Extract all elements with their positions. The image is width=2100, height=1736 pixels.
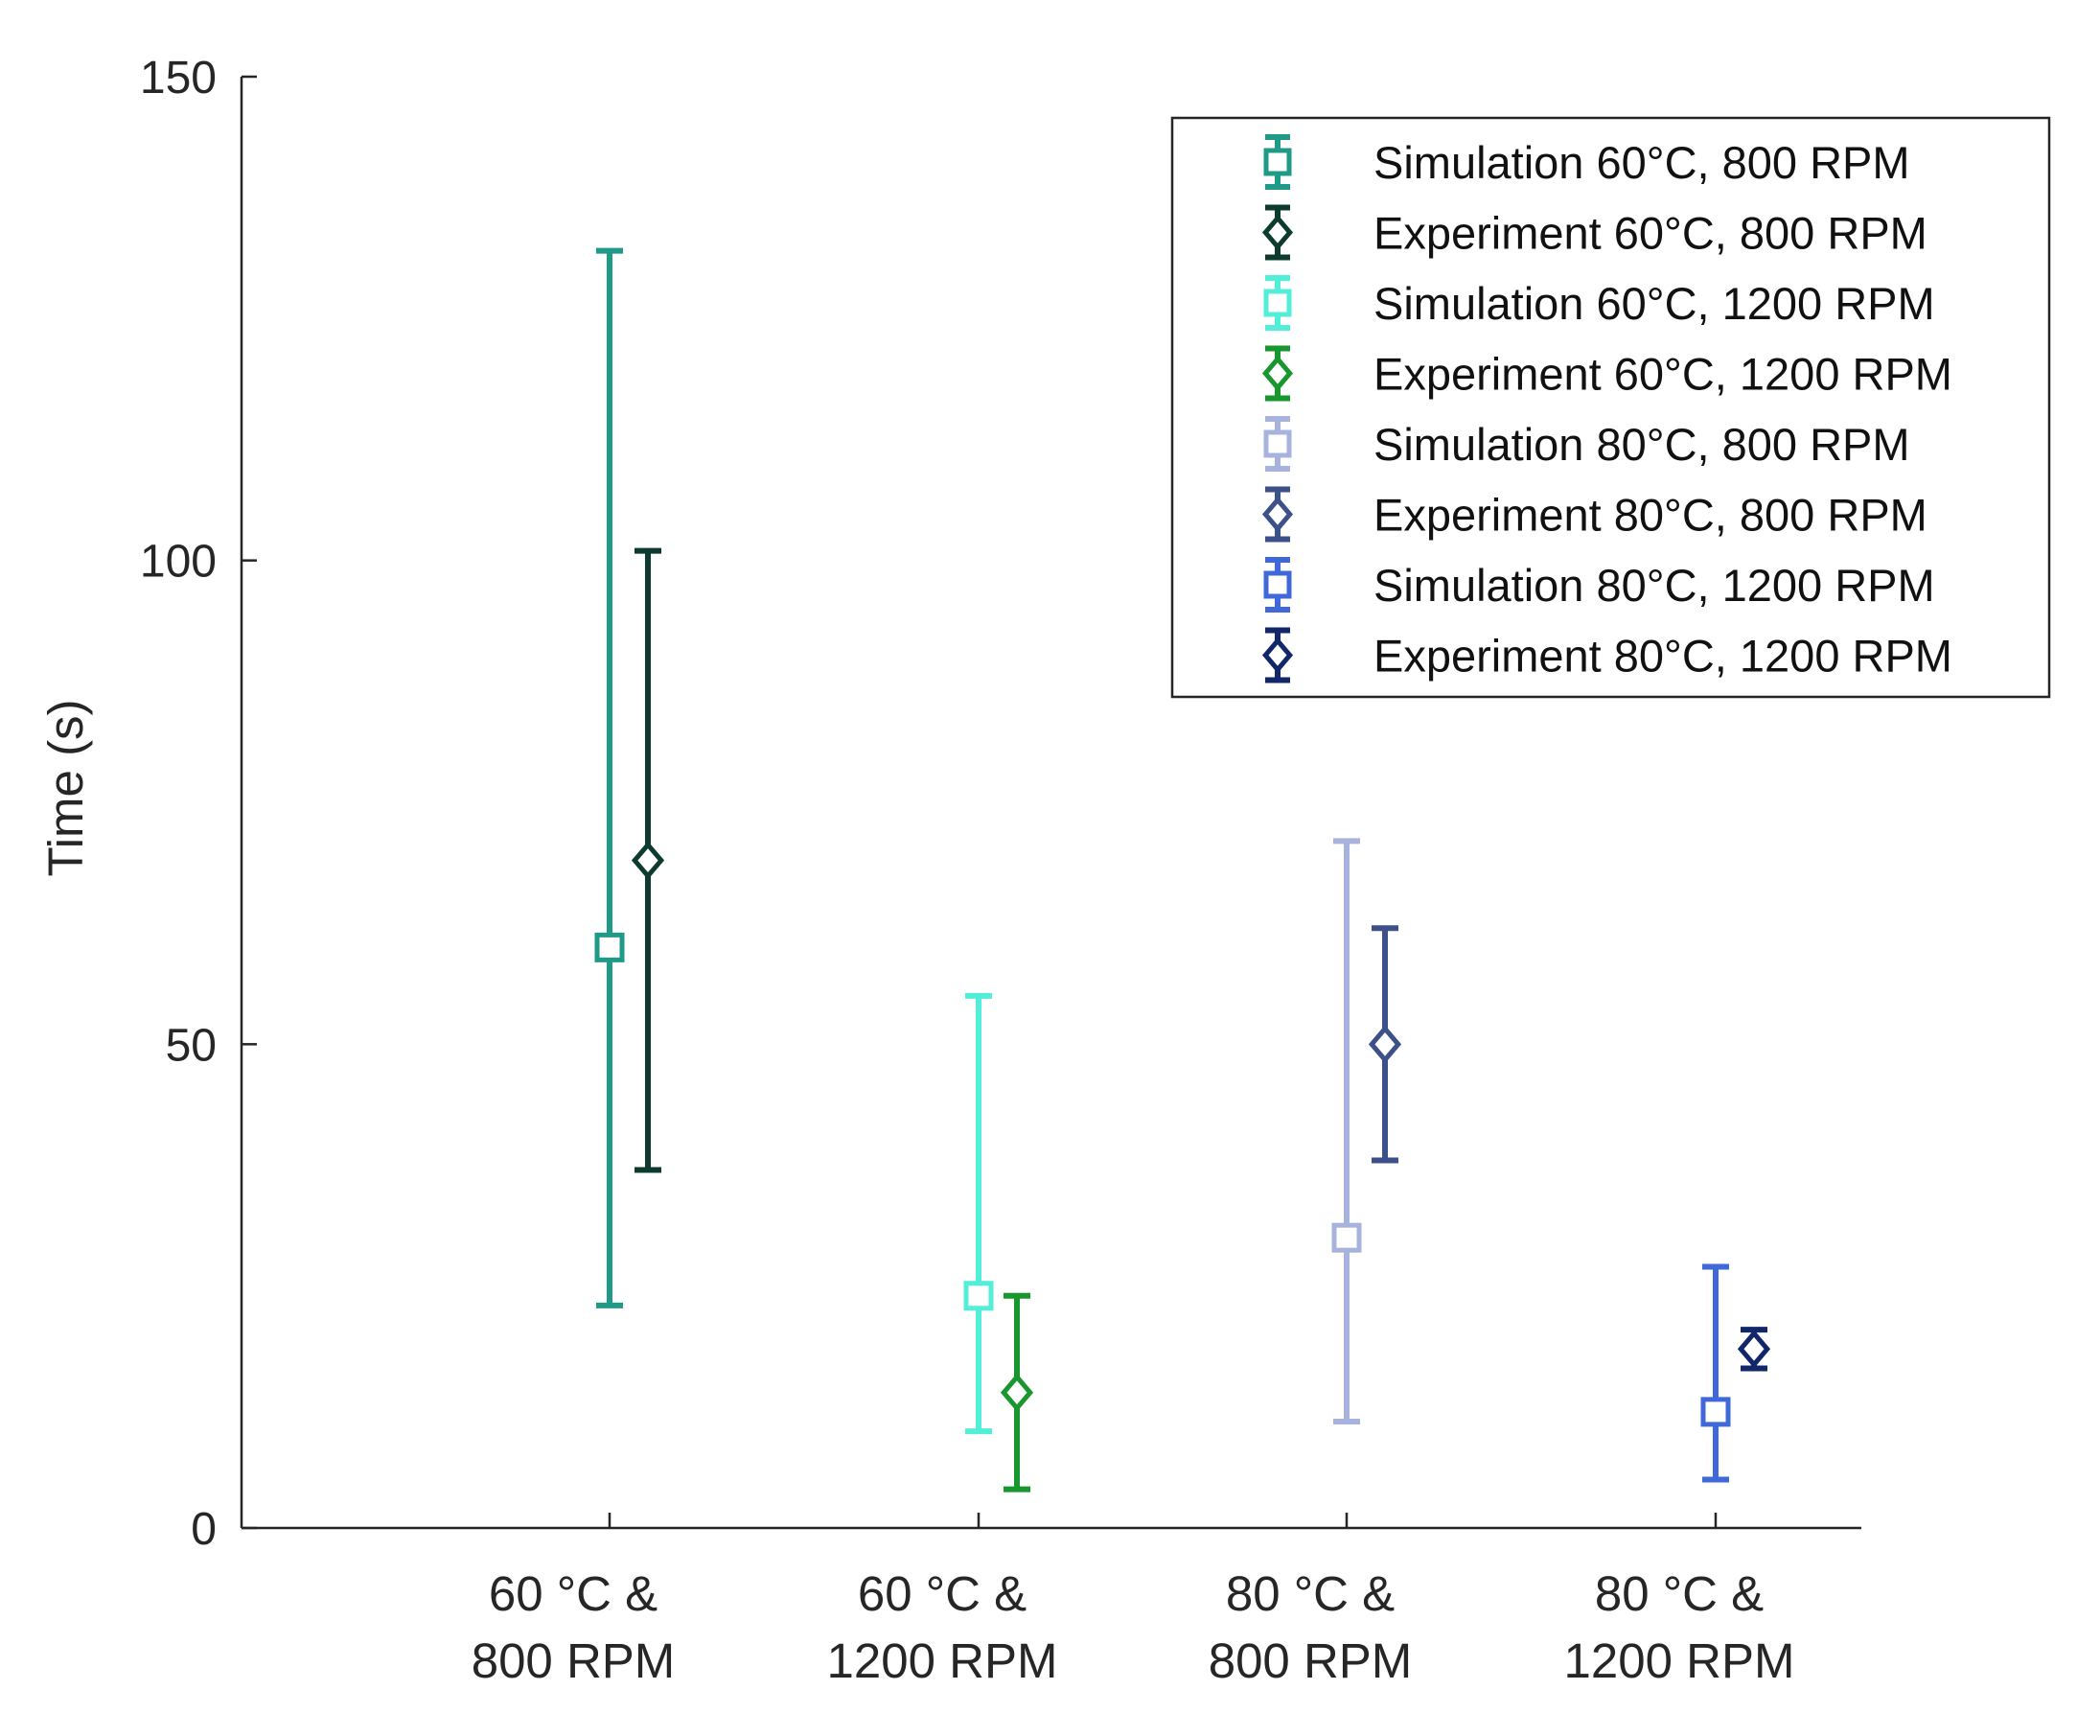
legend-label: Simulation 60°C, 800 RPM <box>1373 137 1910 188</box>
x-tick-label: 80 °C & <box>1226 1566 1395 1621</box>
square-marker <box>1331 1222 1362 1253</box>
x-tick-label: 60 °C & <box>489 1566 658 1621</box>
legend-box <box>1170 116 2051 699</box>
diamond-marker <box>1737 1330 1771 1369</box>
legend-label: Simulation 80°C, 1200 RPM <box>1373 560 1935 611</box>
legend-diamond-marker <box>1261 355 1294 392</box>
legend-entry: Experiment 80°C, 1200 RPM <box>1261 627 1952 683</box>
y-tick-label: 0 <box>191 1504 217 1555</box>
square-marker <box>963 1281 994 1311</box>
legend-diamond-marker <box>1261 637 1294 674</box>
legend-entry: Experiment 60°C, 1200 RPM <box>1261 345 1952 402</box>
series-experiment-1 <box>631 547 665 1173</box>
diamond-marker <box>1368 1025 1402 1064</box>
y-axis-title: Time (s) <box>38 699 93 876</box>
series-simulation-2 <box>963 992 994 1435</box>
y-tick-label: 50 <box>166 1020 217 1071</box>
diamond-marker <box>1000 1373 1034 1412</box>
x-tick-label: 800 RPM <box>472 1633 676 1688</box>
series-simulation-6 <box>1700 1263 1731 1483</box>
x-tick-label: 800 RPM <box>1209 1633 1413 1688</box>
square-marker <box>594 932 625 962</box>
legend-entry: Experiment 80°C, 800 RPM <box>1261 486 1927 543</box>
x-tick-label: 80 °C & <box>1595 1566 1764 1621</box>
legend-square-marker <box>1263 429 1292 458</box>
legend-label: Simulation 60°C, 1200 RPM <box>1373 278 1935 329</box>
x-tick-label: 60 °C & <box>858 1566 1027 1621</box>
legend-diamond-marker <box>1261 496 1294 533</box>
legend-label: Simulation 80°C, 800 RPM <box>1373 419 1910 470</box>
legend-label: Experiment 60°C, 800 RPM <box>1373 208 1927 259</box>
legend-entry: Simulation 80°C, 800 RPM <box>1263 416 1910 472</box>
x-tick-label: 1200 RPM <box>827 1633 1058 1688</box>
legend-label: Experiment 60°C, 1200 RPM <box>1373 349 1952 400</box>
legend-entry: Simulation 60°C, 800 RPM <box>1263 134 1910 190</box>
legend-entry: Simulation 60°C, 1200 RPM <box>1263 275 1935 331</box>
legend-square-marker <box>1263 148 1292 176</box>
series-experiment-5 <box>1368 925 1402 1164</box>
y-tick-label: 100 <box>140 537 217 588</box>
y-axis: 0 50 100 150 Time (s) <box>38 53 257 1555</box>
x-axis: 60 °C & 800 RPM 60 °C & 1200 RPM 80 °C & 800 … <box>242 1513 1861 1688</box>
legend-entry: Experiment 60°C, 800 RPM <box>1261 204 1927 261</box>
legend: Simulation 60°C, 800 RPM Experiment 60°C,… <box>1170 116 2051 699</box>
x-tick-label: 1200 RPM <box>1564 1633 1795 1688</box>
square-marker <box>1700 1397 1731 1427</box>
y-tick-label: 150 <box>140 53 217 104</box>
series-experiment-3 <box>1000 1292 1034 1493</box>
legend-entry: Simulation 80°C, 1200 RPM <box>1263 557 1935 613</box>
diamond-marker <box>631 841 665 880</box>
legend-square-marker <box>1263 289 1292 317</box>
legend-square-marker <box>1263 570 1292 599</box>
legend-label: Experiment 80°C, 1200 RPM <box>1373 631 1952 682</box>
series-experiment-7 <box>1737 1327 1771 1372</box>
series-simulation-4 <box>1331 838 1362 1424</box>
data-marks <box>594 247 1771 1493</box>
series-simulation-0 <box>594 247 625 1308</box>
legend-diamond-marker <box>1261 214 1294 251</box>
legend-label: Experiment 80°C, 800 RPM <box>1373 490 1927 541</box>
